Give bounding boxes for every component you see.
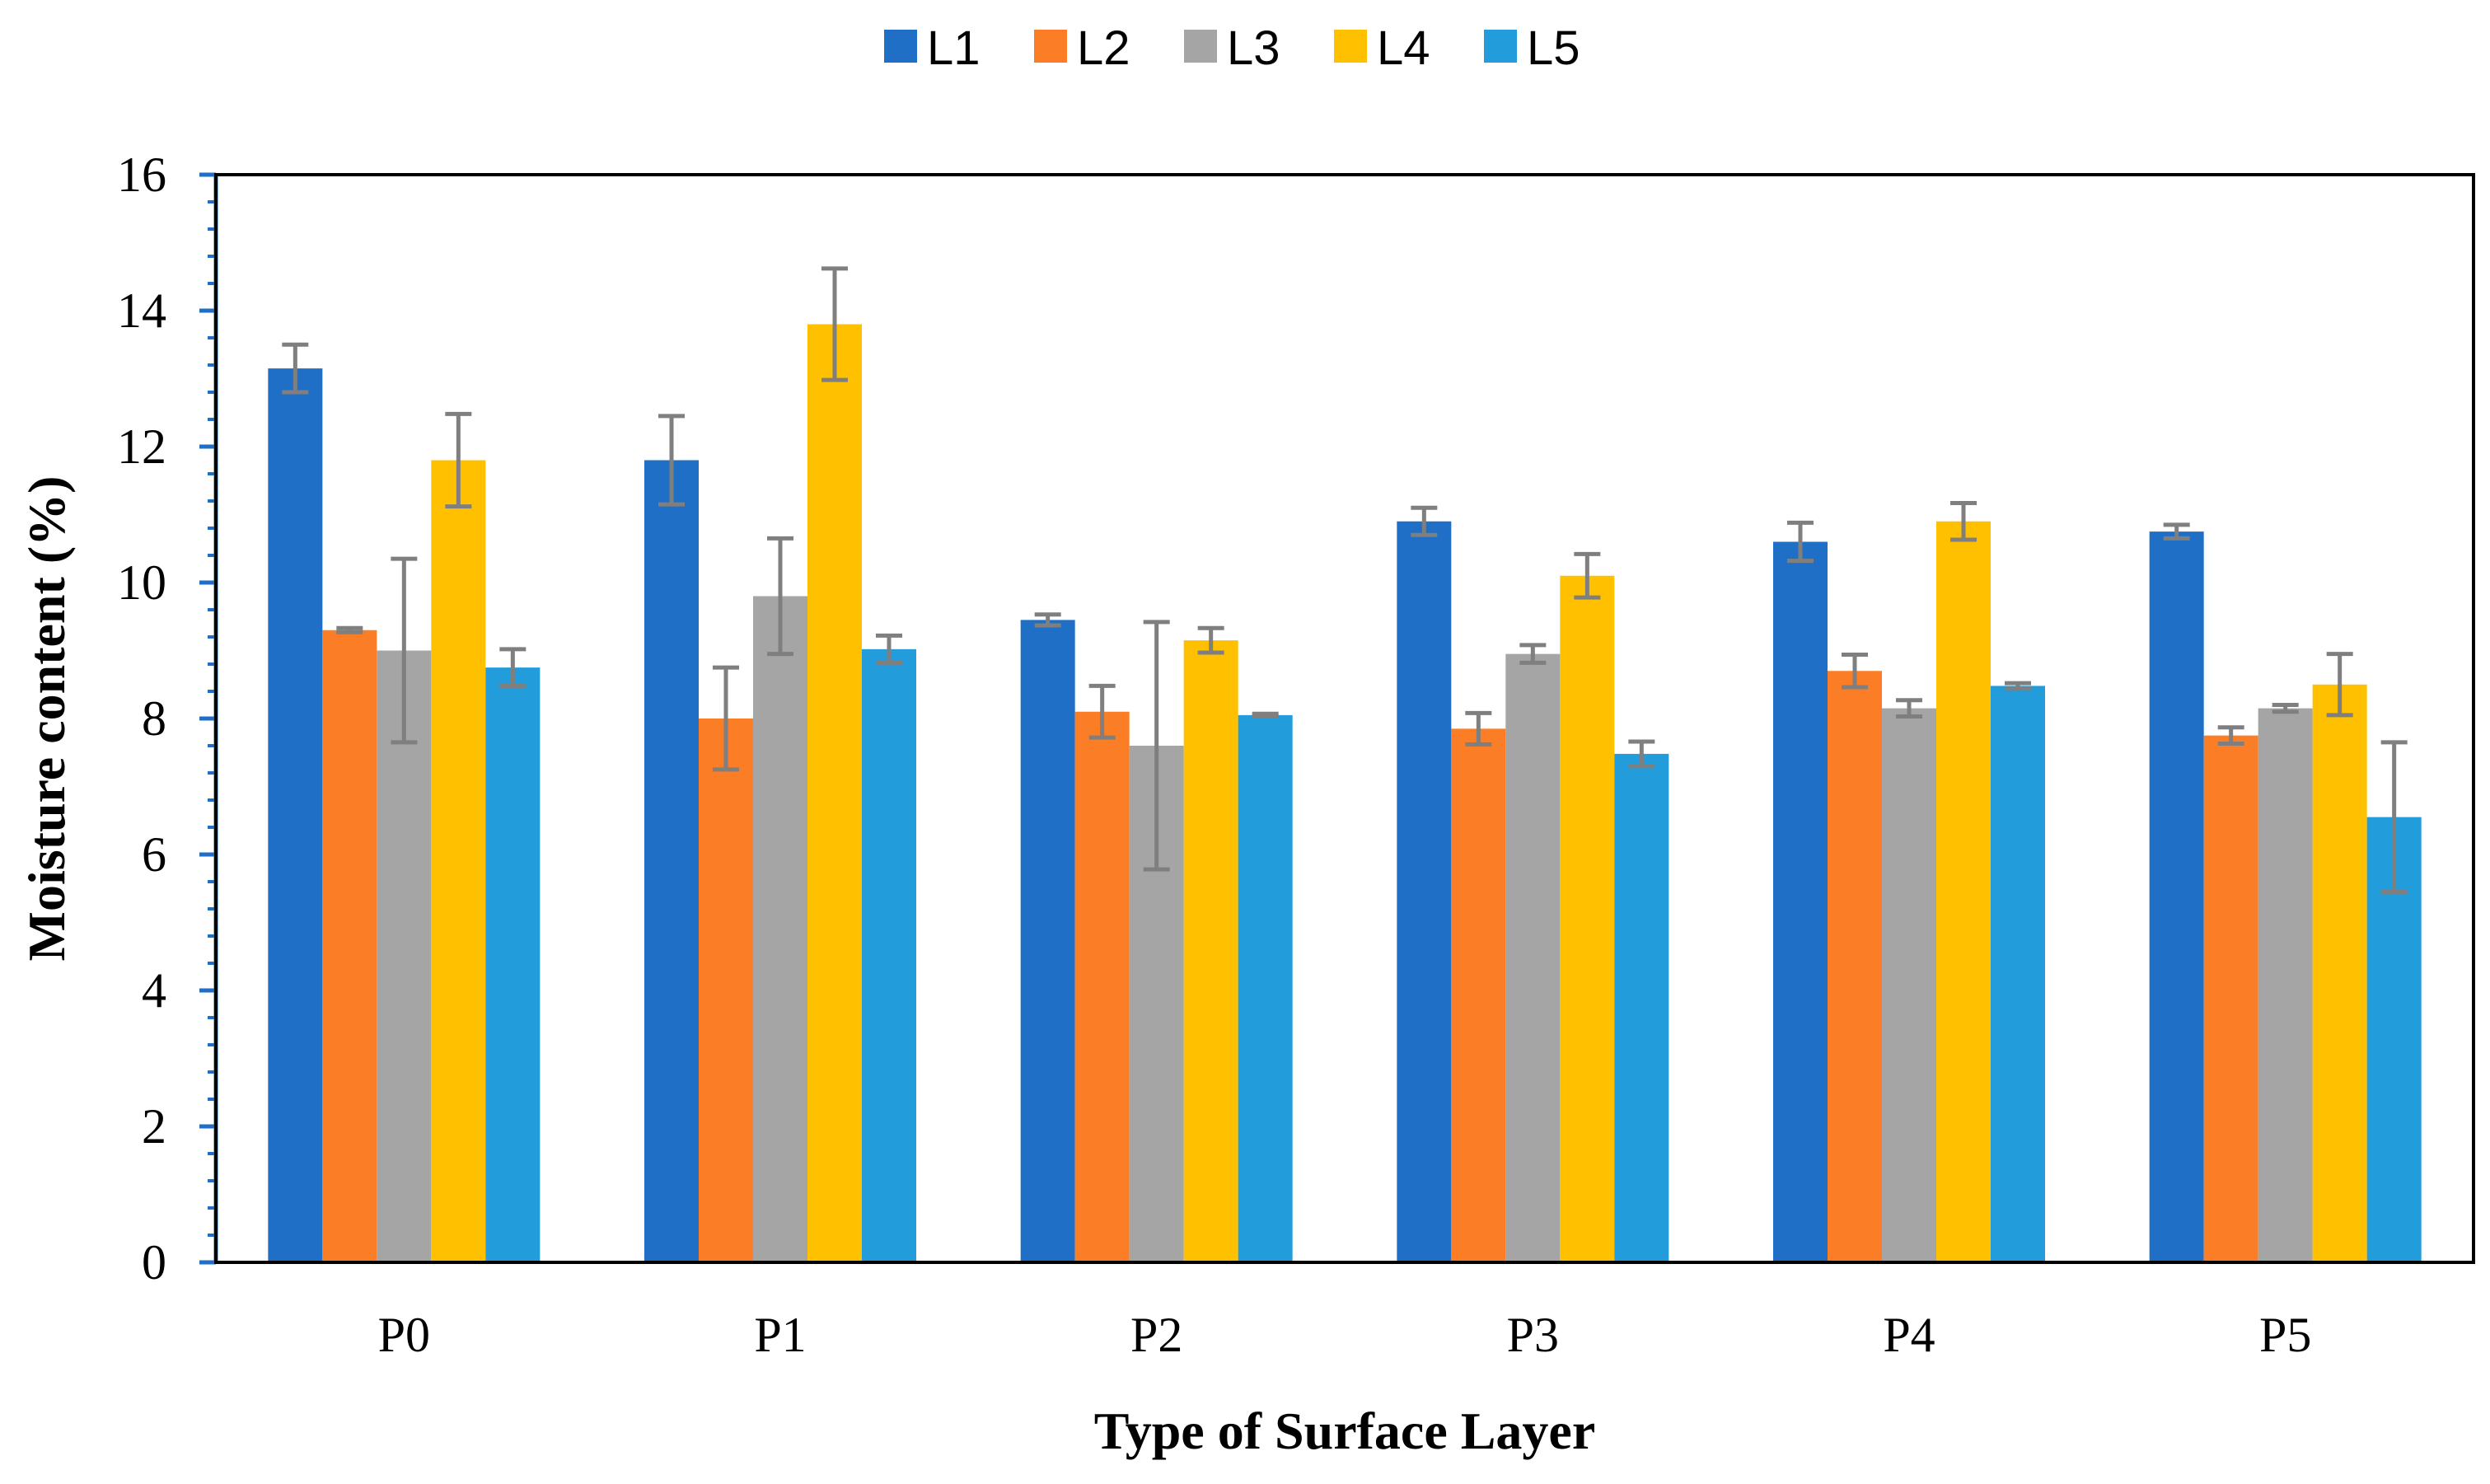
- legend-swatch-L1: [884, 30, 917, 63]
- y-tick-label: 2: [142, 1099, 166, 1154]
- bar-L4-P2: [1183, 640, 1238, 1262]
- bar-L2-P1: [699, 719, 753, 1262]
- bar-L2-P4: [1828, 671, 1882, 1262]
- bar-L5-P3: [1614, 753, 1669, 1262]
- bar-L5-P0: [485, 667, 541, 1262]
- legend-swatch-L5: [1484, 30, 1517, 63]
- bar-L5-P2: [1238, 714, 1293, 1262]
- legend-label-L5: L5: [1527, 21, 1580, 75]
- y-tick-label: 4: [142, 963, 166, 1018]
- bar-L4-P1: [807, 324, 862, 1262]
- x-axis: P0 P1 P2 P3 P4 P5: [378, 1308, 2312, 1362]
- legend-label-L2: L2: [1077, 21, 1130, 75]
- bar-L2-P3: [1451, 728, 1506, 1262]
- plot-area-border: [214, 173, 2475, 1264]
- x-tick-label: P2: [1130, 1308, 1182, 1362]
- bar-L4-P3: [1560, 575, 1615, 1262]
- x-tick-label: P4: [1883, 1308, 1935, 1362]
- bars: [268, 324, 2422, 1262]
- bar-L3-P3: [1505, 653, 1561, 1262]
- x-tick-label: P0: [378, 1308, 430, 1362]
- x-tick-label: P3: [1507, 1308, 1559, 1362]
- bar-L2-P2: [1074, 711, 1130, 1262]
- y-tick-label: 8: [142, 691, 166, 746]
- bar-L1-P1: [644, 460, 699, 1262]
- y-tick-label: 12: [117, 419, 166, 474]
- legend-swatch-L4: [1334, 30, 1367, 63]
- bar-L4-P5: [2312, 684, 2367, 1262]
- legend-label-L3: L3: [1227, 21, 1280, 75]
- y-tick-label: 10: [117, 555, 166, 610]
- bar-L4-P0: [431, 460, 486, 1262]
- y-tick-label: 16: [117, 147, 166, 202]
- x-tick-label: P1: [754, 1308, 806, 1362]
- y-tick-label: 14: [117, 283, 166, 338]
- y-axis-title: Moisture content (%): [17, 476, 76, 962]
- y-axis: 0 2 4 6 8 10 12 14 16: [117, 147, 218, 1290]
- bar-L1-P3: [1397, 521, 1452, 1262]
- bar-L2-P5: [2203, 735, 2258, 1262]
- bar-L3-P5: [2258, 708, 2313, 1262]
- y-tick-label: 0: [142, 1235, 166, 1290]
- x-axis-title: Type of Surface Layer: [1094, 1402, 1595, 1460]
- bar-L2-P0: [322, 630, 377, 1262]
- legend-label-L1: L1: [927, 21, 981, 75]
- bar-L3-P1: [753, 596, 807, 1262]
- y-tick-label: 6: [142, 827, 166, 882]
- x-tick-label: P5: [2259, 1308, 2311, 1362]
- bar-L1-P0: [268, 368, 323, 1262]
- bar-L1-P4: [1773, 541, 1828, 1262]
- legend-label-L4: L4: [1377, 21, 1430, 75]
- error-bars: [282, 266, 2408, 894]
- bar-L4-P4: [1936, 521, 1991, 1262]
- bar-L1-P5: [2149, 531, 2204, 1262]
- bar-L3-P4: [1882, 708, 1936, 1262]
- legend: L1 L2 L3 L4 L5: [884, 21, 1580, 75]
- bar-L5-P1: [862, 648, 916, 1262]
- legend-swatch-L3: [1184, 30, 1217, 63]
- bar-L1-P2: [1020, 620, 1075, 1262]
- bar-L3-P0: [377, 650, 432, 1262]
- legend-swatch-L2: [1034, 30, 1067, 63]
- bar-L5-P4: [1991, 686, 2045, 1262]
